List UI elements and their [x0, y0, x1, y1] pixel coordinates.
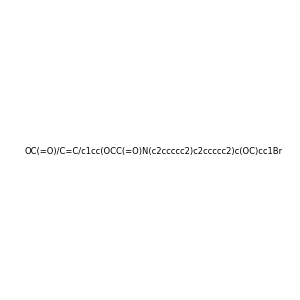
Text: OC(=O)/C=C/c1cc(OCC(=O)N(c2ccccc2)c2ccccc2)c(OC)cc1Br: OC(=O)/C=C/c1cc(OCC(=O)N(c2ccccc2)c2cccc… — [25, 147, 283, 156]
